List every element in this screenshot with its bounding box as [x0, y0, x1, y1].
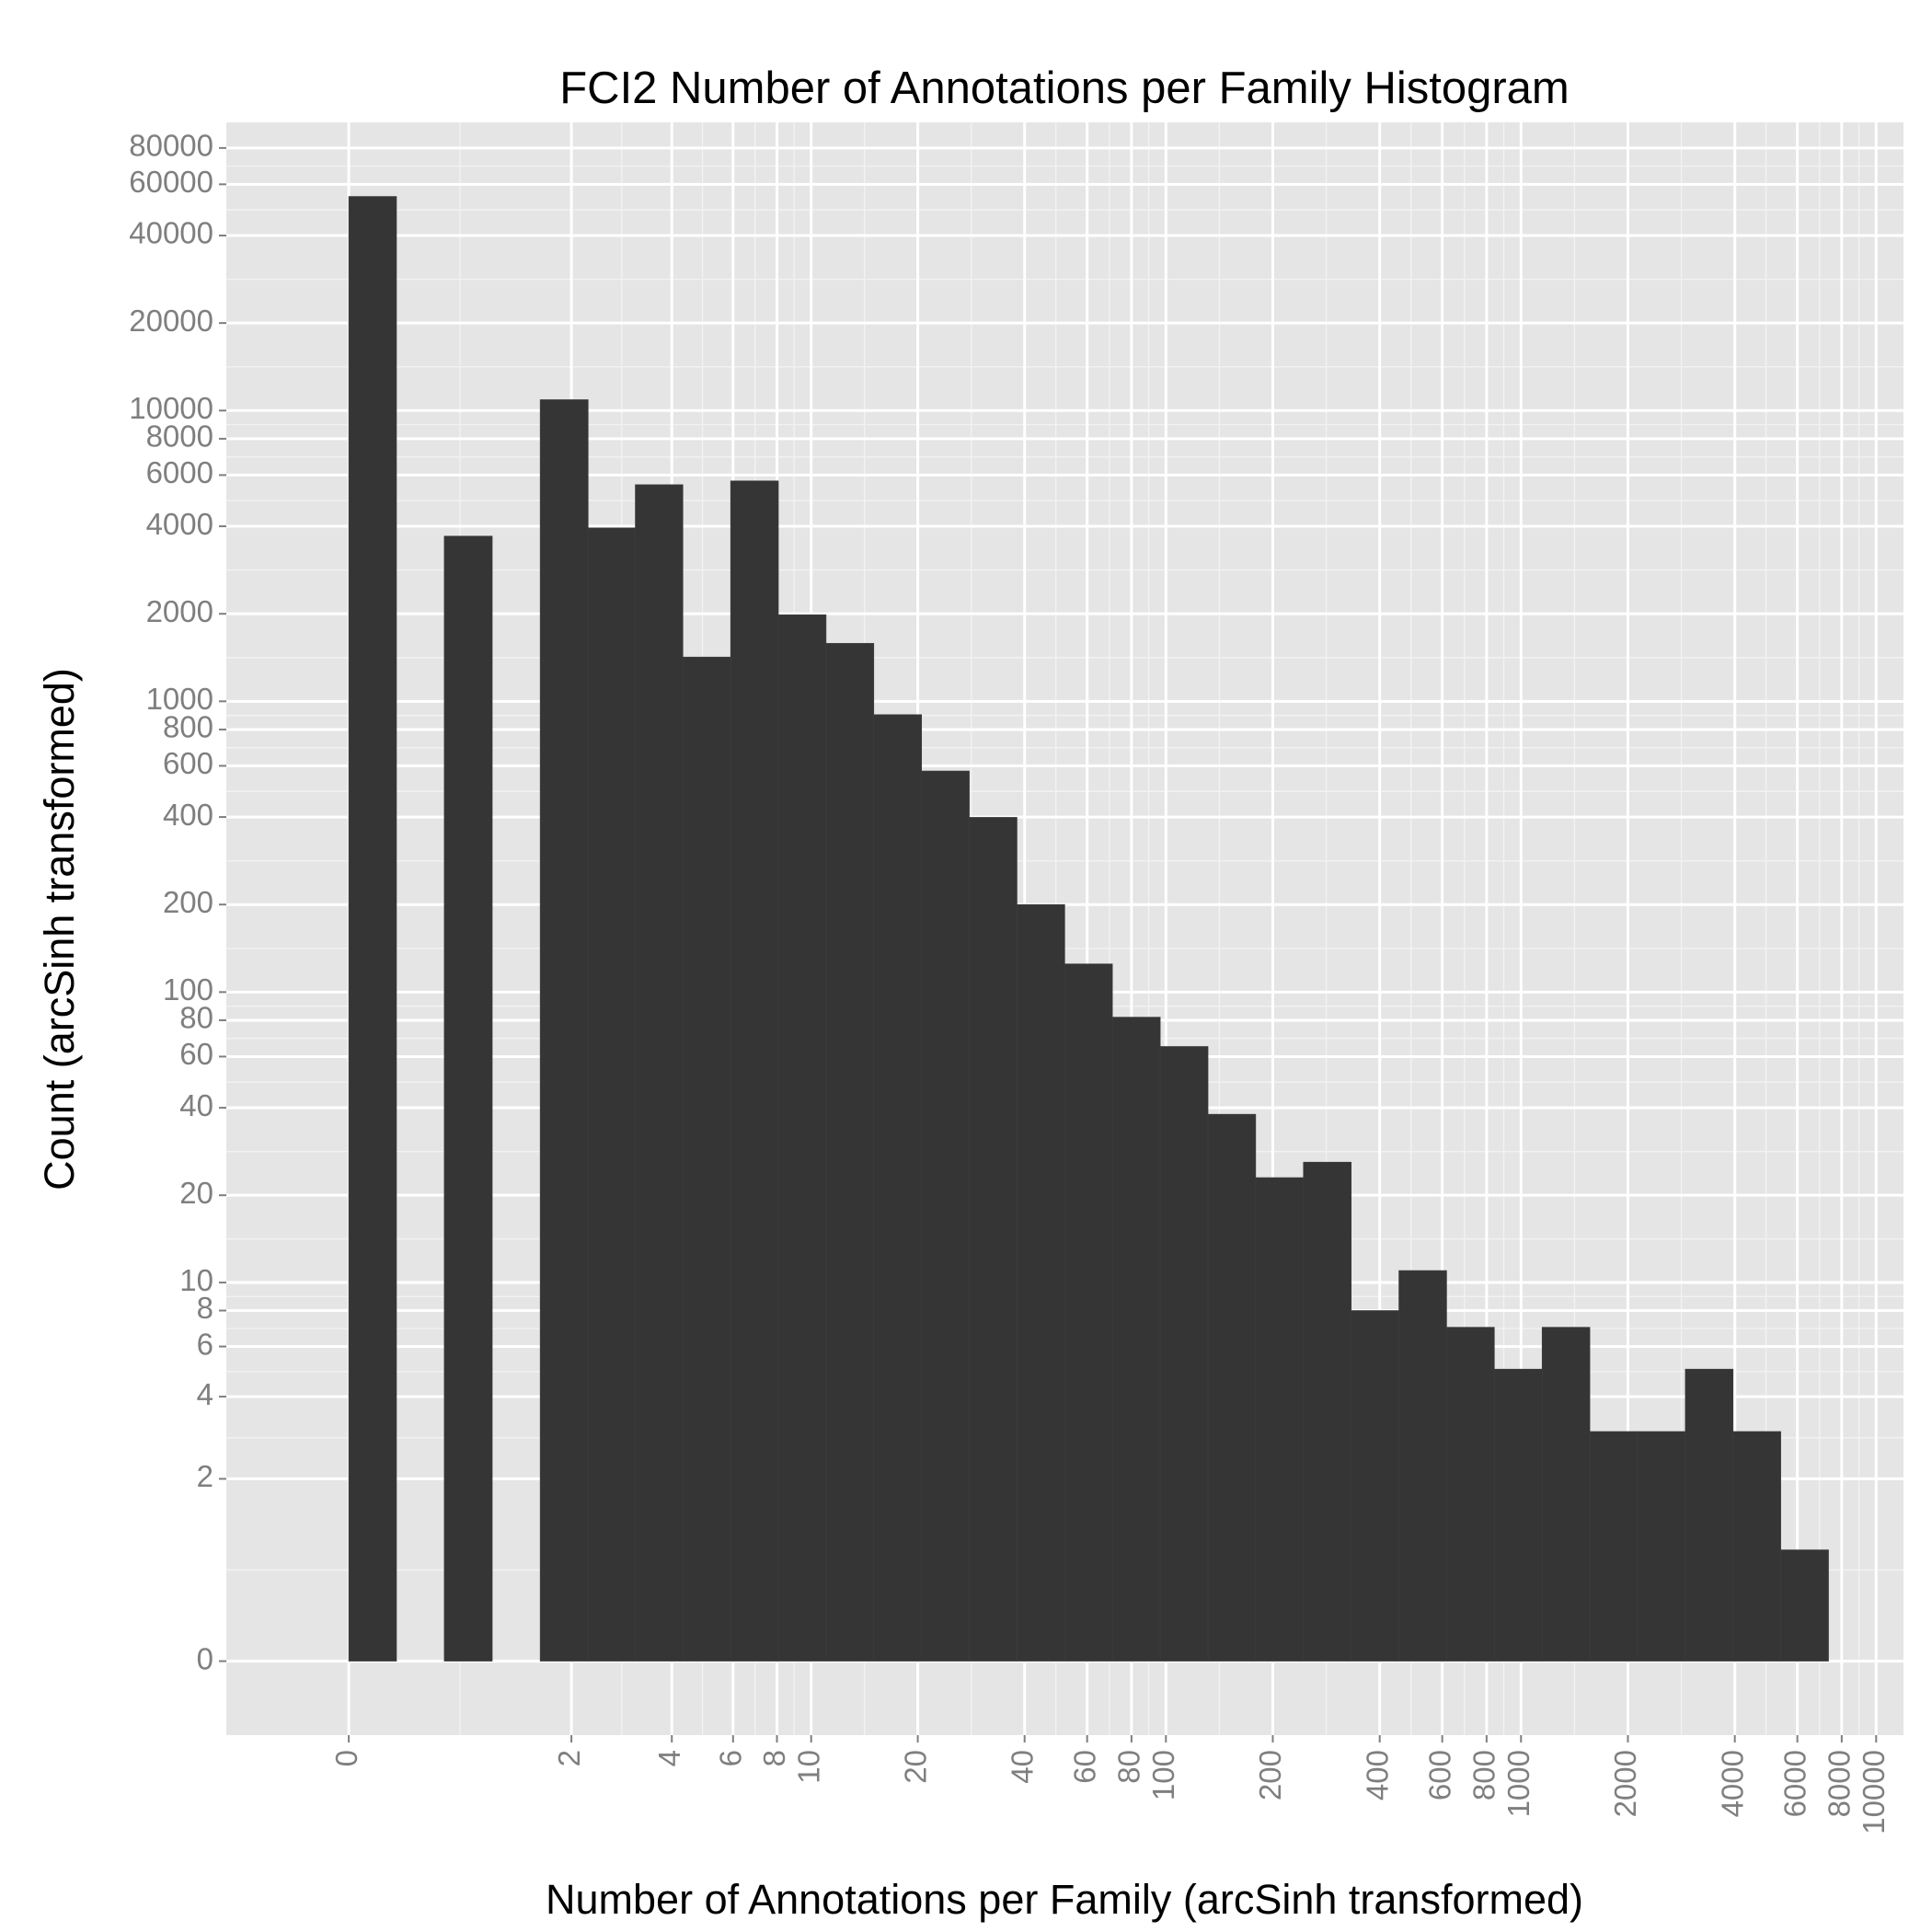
bar: [682, 656, 731, 1662]
bar: [730, 480, 779, 1662]
y-tick-label: 40: [179, 1088, 213, 1122]
bar: [1780, 1549, 1829, 1662]
bar: [1398, 1270, 1447, 1662]
bar: [1159, 1046, 1209, 1662]
y-axis-title: Count (arcSinh transformed): [36, 668, 83, 1190]
x-tick-label: 20: [898, 1750, 932, 1784]
y-tick-label: 2000: [146, 594, 213, 628]
y-tick-label: 6000: [146, 455, 213, 489]
bar: [1207, 1113, 1257, 1662]
y-tick-label: 800: [163, 710, 213, 744]
y-tick-label: 10000: [129, 391, 213, 425]
bar: [1303, 1161, 1351, 1662]
x-tick-label: 8000: [1823, 1750, 1857, 1817]
x-tick-label: 8: [757, 1750, 791, 1766]
x-tick-label: 4000: [1715, 1750, 1749, 1817]
y-tick-label: 80000: [129, 129, 213, 163]
x-tick-label: 6: [714, 1750, 748, 1766]
y-tick-label: 6: [197, 1327, 213, 1361]
bar: [635, 484, 684, 1662]
y-tick-label: 0: [197, 1641, 213, 1675]
bar: [1255, 1177, 1305, 1662]
bar: [539, 399, 589, 1662]
x-tick-label: 10000: [1857, 1750, 1891, 1834]
bar: [348, 196, 397, 1662]
bar: [1494, 1368, 1543, 1662]
x-tick-label: 200: [1253, 1750, 1287, 1800]
bar: [1637, 1431, 1686, 1662]
bar: [1064, 963, 1113, 1662]
y-tick-label: 8000: [146, 420, 213, 454]
y-tick-label: 4000: [146, 507, 213, 541]
x-tick-label: 60: [1067, 1750, 1101, 1784]
y-tick-label: 40000: [129, 216, 213, 250]
y-tick-label: 400: [163, 798, 213, 832]
y-tick-label: 1000: [146, 682, 213, 716]
x-tick-label: 2: [552, 1750, 586, 1766]
x-tick-label: 10: [791, 1750, 825, 1784]
bar: [1732, 1431, 1781, 1662]
bar: [1111, 1017, 1161, 1662]
y-tick-label: 600: [163, 746, 213, 780]
x-tick-label: 600: [1422, 1750, 1456, 1800]
y-tick-label: 80: [179, 1001, 213, 1035]
y-tick-label: 100: [163, 972, 213, 1006]
y-tick-label: 2: [197, 1459, 213, 1493]
y-tick-label: 10: [179, 1263, 213, 1297]
bar: [588, 527, 636, 1662]
x-tick-label: 800: [1467, 1750, 1501, 1800]
bar: [777, 614, 827, 1662]
x-tick-label: 0: [329, 1750, 363, 1766]
x-tick-label: 6000: [1777, 1750, 1811, 1817]
y-tick-label: 20: [179, 1176, 213, 1210]
bar: [443, 535, 493, 1662]
bar: [873, 714, 923, 1662]
bar: [1017, 903, 1065, 1662]
x-tick-label: 100: [1146, 1750, 1180, 1800]
y-tick-label: 4: [197, 1377, 213, 1411]
bar: [1589, 1431, 1639, 1662]
x-tick-label: 400: [1360, 1750, 1394, 1800]
x-tick-label: 4: [652, 1750, 686, 1766]
bar: [969, 817, 1018, 1662]
y-tick-label: 8: [197, 1291, 213, 1325]
y-tick-label: 20000: [129, 304, 213, 338]
bar: [1685, 1368, 1734, 1662]
chart-title: FCI2 Number of Annotations per Family Hi…: [559, 63, 1569, 113]
x-tick-label: 80: [1112, 1750, 1146, 1784]
x-tick-label: 40: [1005, 1750, 1039, 1784]
x-tick-label: 2000: [1608, 1750, 1642, 1817]
bar: [1446, 1327, 1495, 1662]
bar: [825, 642, 875, 1662]
bar: [1541, 1327, 1591, 1662]
y-tick-label: 60000: [129, 165, 213, 199]
x-axis-title: Number of Annotations per Family (arcSin…: [546, 1876, 1583, 1923]
y-tick-label: 200: [163, 885, 213, 919]
bar: [921, 770, 970, 1662]
y-tick-label: 60: [179, 1037, 213, 1071]
x-tick-label: 1000: [1501, 1750, 1535, 1817]
bar: [1351, 1310, 1399, 1662]
